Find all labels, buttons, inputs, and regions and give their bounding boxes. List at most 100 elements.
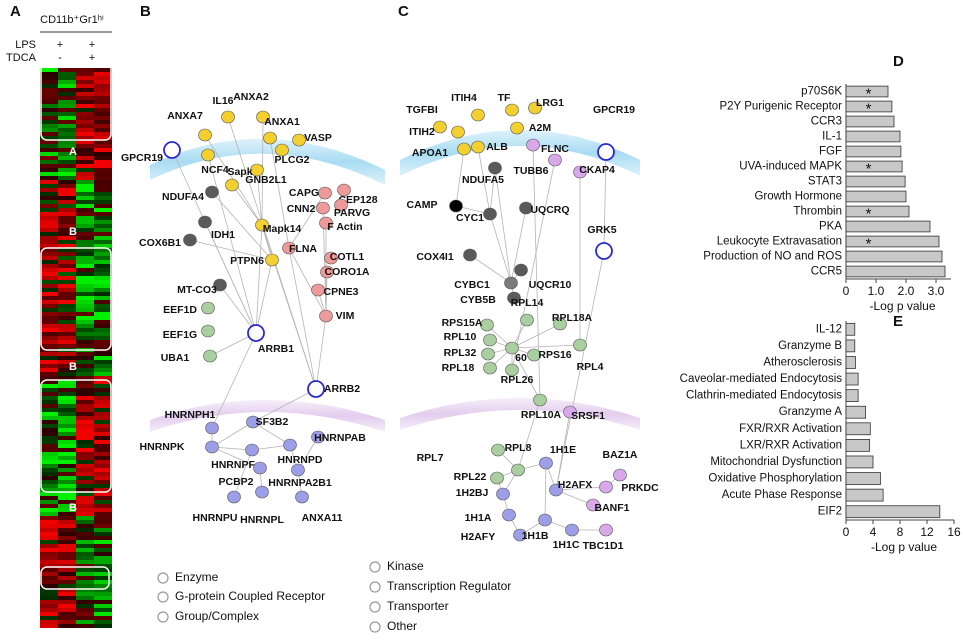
heatmap-cell: [40, 84, 58, 88]
heatmap-cell: [58, 292, 76, 296]
heatmap-cell: [76, 388, 94, 392]
heatmap-cell: [94, 592, 112, 596]
heatmap-cell: [94, 624, 112, 628]
heatmap-cell: [76, 76, 94, 80]
heatmap-cell: [58, 568, 76, 572]
heatmap-cell: [58, 104, 76, 108]
network-node: [595, 242, 613, 260]
heatmap-cell: [94, 316, 112, 320]
node-label: 1H1E: [550, 444, 576, 456]
network-node: [433, 120, 447, 134]
category-label: EIF2: [818, 506, 842, 518]
heatmap-cell: [76, 472, 94, 476]
legend-label: Other: [387, 619, 417, 633]
heatmap-cell: [58, 396, 76, 400]
heatmap-cell: [58, 168, 76, 172]
heatmap-cell: [94, 244, 112, 248]
bar: [845, 85, 889, 98]
node-label: HNRNPA2B1: [268, 477, 332, 489]
heatmap-cell: [76, 196, 94, 200]
heatmap-cell: [40, 132, 58, 136]
heatmap-cell: [76, 240, 94, 244]
heatmap-cell: [58, 484, 76, 488]
heatmap-cell: [40, 68, 58, 72]
heatmap-cell: [76, 612, 94, 616]
heatmap-cell: [58, 412, 76, 416]
node-label: NDUFA5: [462, 174, 504, 186]
x-tick-label: 16: [947, 525, 961, 539]
node-label: H2AFX: [558, 479, 592, 491]
edge: [511, 323, 561, 349]
heatmap-cell: [40, 328, 58, 332]
edge: [511, 347, 541, 401]
node-label: CNN2: [287, 203, 316, 215]
heatmap-title: CD11b⁺Gr1ʰⁱ: [40, 14, 104, 26]
node-label: UQCR10: [529, 279, 572, 291]
heatmap-cell: [76, 284, 94, 288]
node-label: RPL10: [444, 331, 477, 343]
heatmap-cell: [76, 224, 94, 228]
heatmap-cell: [58, 288, 76, 292]
heatmap-cell: [76, 428, 94, 432]
heatmap-cell: [40, 108, 58, 112]
heatmap-cell: [40, 344, 58, 348]
edge: [233, 449, 253, 498]
heatmap-cell: [76, 140, 94, 144]
heatmap-cell: [58, 504, 76, 508]
heatmap-cell: [94, 172, 112, 176]
network-node: [510, 121, 524, 135]
heatmap-cell: [40, 556, 58, 560]
network-node: [471, 108, 485, 122]
heatmap-cell: [58, 172, 76, 176]
heatmap-cell: [76, 84, 94, 88]
heatmap-cell: [58, 184, 76, 188]
network-node: [318, 186, 332, 200]
network-node: [250, 163, 264, 177]
edge: [211, 421, 254, 448]
network-node: [247, 324, 265, 342]
heatmap-cell: [94, 396, 112, 400]
heatmap-cell: [58, 220, 76, 224]
heatmap-cell: [94, 80, 112, 84]
heatmap-cell: [76, 564, 94, 568]
network-node: [514, 263, 528, 277]
heatmap-cell: [76, 412, 94, 416]
heatmap-cell: [58, 440, 76, 444]
heatmap-cell: [76, 356, 94, 360]
node-label: F Actin: [327, 221, 362, 233]
bar: [845, 405, 866, 419]
legend-icon: [157, 572, 169, 584]
heatmap-cell: [40, 100, 58, 104]
heatmap-cell: [58, 196, 76, 200]
heatmap-cell: [76, 200, 94, 204]
heatmap-cell: [94, 368, 112, 372]
heatmap-cell: [76, 192, 94, 196]
heatmap-cell: [40, 264, 58, 268]
heatmap-cell: [58, 344, 76, 348]
heatmap-cell: [94, 424, 112, 428]
heatmap-cell: [94, 596, 112, 600]
heatmap-cell: [76, 520, 94, 524]
category-label: STAT3: [808, 176, 842, 188]
node-label: MT-CO3: [177, 284, 217, 296]
heatmap-cell: [94, 284, 112, 288]
heatmap-cell: [40, 604, 58, 608]
heatmap-cell: [94, 476, 112, 480]
heatmap-cell: [76, 580, 94, 584]
node-label: Mapk14: [263, 223, 302, 235]
heatmap-cell: [58, 164, 76, 168]
network-node: [221, 110, 235, 124]
heatmap-cell: [76, 256, 94, 260]
edge: [255, 224, 263, 334]
heatmap-cell: [40, 96, 58, 100]
heatmap-cell: [94, 140, 112, 144]
heatmap-cell: [76, 248, 94, 252]
heatmap-cell: [94, 144, 112, 148]
heatmap-cell: [76, 444, 94, 448]
edge: [255, 259, 273, 334]
network-node: [519, 201, 533, 215]
legend-label: Kinase: [387, 559, 424, 573]
heatmap-cell: [94, 432, 112, 436]
heatmap-cell: [76, 156, 94, 160]
heatmap-cell: [76, 236, 94, 240]
